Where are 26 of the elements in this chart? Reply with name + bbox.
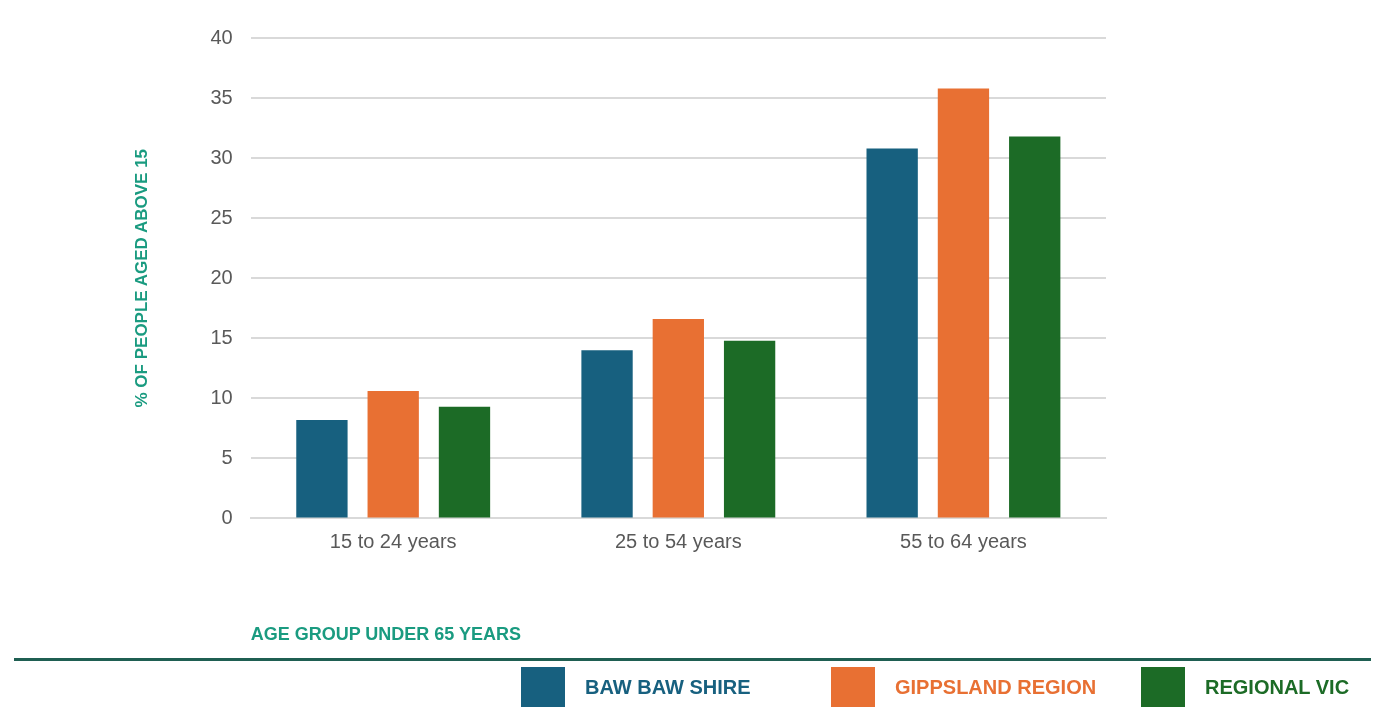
y-tick-label: 5 xyxy=(221,445,233,468)
bar xyxy=(1009,136,1061,518)
bar xyxy=(581,350,633,518)
legend-label: GIPPSLAND REGION xyxy=(895,675,1097,699)
bar xyxy=(866,148,918,518)
bar xyxy=(296,419,348,518)
x-axis-title: AGE GROUP UNDER 65 YEARS xyxy=(250,624,522,645)
y-tick-label: 0 xyxy=(221,505,233,528)
bar xyxy=(937,88,990,518)
bar xyxy=(367,391,419,518)
x-tick-label: 15 to 24 years xyxy=(329,529,457,552)
legend-label: REGIONAL VIC xyxy=(1205,675,1350,699)
legend-label: BAW BAW SHIRE xyxy=(585,675,751,699)
bar xyxy=(652,319,704,518)
y-tick-label: 15 xyxy=(210,325,233,348)
bar xyxy=(723,340,776,518)
y-tick-label: 30 xyxy=(210,145,233,168)
y-axis-title: % OF PEOPLE AGED ABOVE 15 xyxy=(131,148,151,408)
y-tick-label: 40 xyxy=(210,25,233,48)
y-tick-label: 25 xyxy=(210,205,233,228)
y-tick-label: 20 xyxy=(210,265,233,288)
bar xyxy=(438,406,491,518)
y-tick-label: 10 xyxy=(210,385,233,408)
x-tick-label: 55 to 64 years xyxy=(900,529,1027,552)
x-tick-label: 25 to 54 years xyxy=(614,529,742,552)
y-tick-label: 35 xyxy=(210,85,233,108)
